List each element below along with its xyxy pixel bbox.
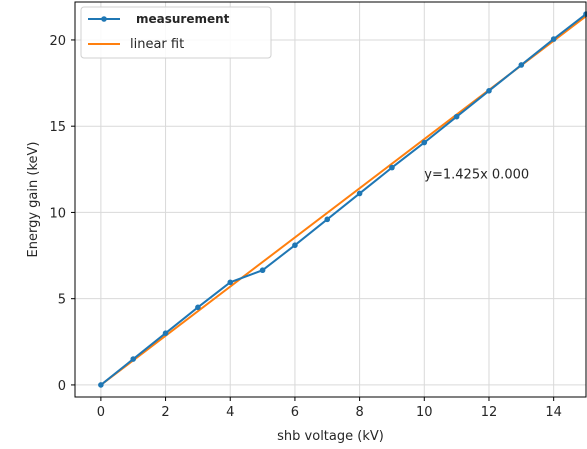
fit-equation-annotation: y=1.425x 0.000 bbox=[424, 167, 529, 182]
x-tick-label: 12 bbox=[481, 405, 498, 420]
y-axis-label: Energy gain (keV) bbox=[26, 142, 41, 258]
x-tick-label: 10 bbox=[416, 405, 433, 420]
x-tick-label: 14 bbox=[545, 405, 562, 420]
legend-measurement-label: measurement bbox=[136, 12, 230, 26]
measurement-point bbox=[162, 330, 169, 336]
legend-box bbox=[80, 6, 272, 59]
x-tick-label: 4 bbox=[226, 405, 234, 420]
measurement-point bbox=[259, 267, 266, 274]
grid bbox=[75, 2, 586, 397]
measurement-point bbox=[98, 382, 104, 388]
measurement-point bbox=[453, 113, 460, 120]
measurement-point bbox=[195, 304, 201, 311]
series-layer bbox=[98, 11, 587, 388]
measurement-line bbox=[100, 13, 587, 386]
legend-linear-fit-label: linear fit bbox=[130, 37, 184, 52]
x-tick-label: 2 bbox=[161, 405, 169, 420]
measurement-point bbox=[356, 190, 363, 197]
y-tick-label: 10 bbox=[49, 206, 66, 221]
legend: measurement linear fit bbox=[80, 6, 272, 59]
x-tick-label: 8 bbox=[355, 405, 363, 420]
legend-measurement-marker bbox=[101, 16, 107, 22]
measurement-point bbox=[486, 88, 492, 94]
ticks: 0 2 4 6 8 10 12 14 0 5 10 15 20 bbox=[49, 34, 561, 420]
y-tick-label: 20 bbox=[49, 34, 66, 49]
measurement-point bbox=[421, 139, 428, 146]
measurement-point bbox=[324, 216, 331, 223]
measurement-point bbox=[518, 62, 525, 68]
measurement-point bbox=[550, 36, 557, 42]
measurement-point bbox=[389, 164, 395, 171]
measurement-point bbox=[292, 242, 298, 249]
y-tick-label: 15 bbox=[49, 120, 66, 135]
x-tick-label: 0 bbox=[97, 405, 105, 420]
y-tick-label: 5 bbox=[58, 293, 66, 308]
x-tick-label: 6 bbox=[291, 405, 299, 420]
measurement-point bbox=[227, 279, 234, 286]
y-tick-label: 0 bbox=[58, 379, 66, 394]
measurement-point bbox=[130, 356, 137, 362]
plot-frame bbox=[74, 1, 587, 398]
x-axis-label: shb voltage (kV) bbox=[277, 429, 384, 444]
